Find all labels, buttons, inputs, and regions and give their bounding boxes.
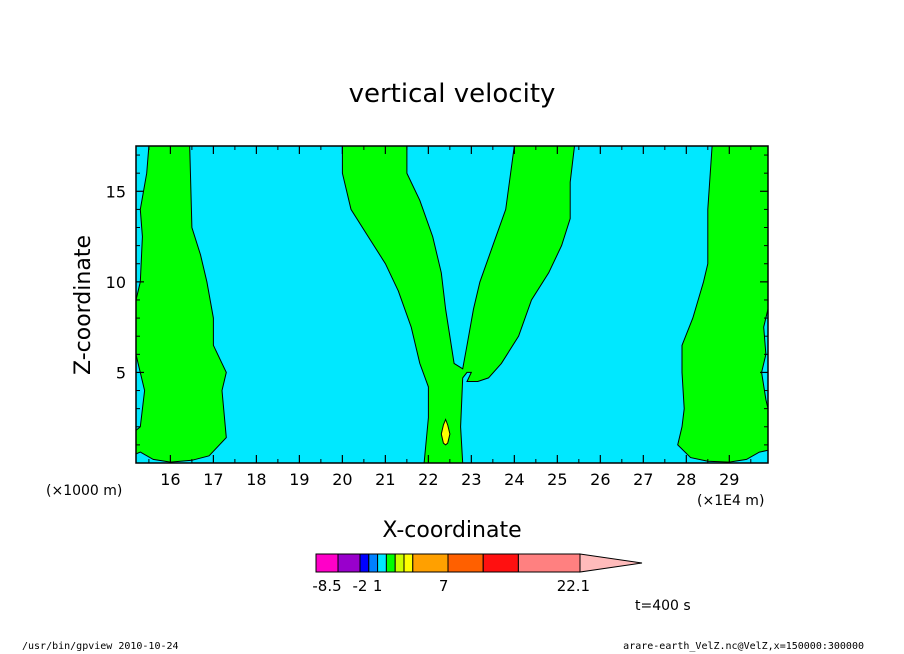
x-tick-label: 19	[289, 470, 309, 489]
contour-region-central-v	[341, 146, 576, 463]
colorbar-swatch	[403, 553, 414, 573]
y-axis-ticks: 5 10 15	[106, 154, 768, 446]
contour-region-left-plume	[136, 146, 227, 463]
y-axis-label: Z-coordinate	[71, 235, 96, 375]
colorbar-labels: -8.5 -2 1 7 22.1	[312, 577, 590, 595]
colorbar-swatch	[394, 553, 405, 573]
x-axis-label: X-coordinate	[382, 518, 521, 543]
x-tick-label: 27	[633, 470, 653, 489]
colorbar-swatch	[447, 553, 484, 573]
colorbar-label: -2	[353, 577, 368, 595]
plot-frame	[135, 145, 769, 464]
y-tick-label: 15	[106, 182, 126, 201]
colorbar-swatch	[482, 553, 519, 573]
contour-region-updraft-core	[440, 418, 451, 446]
x-unit-left: (×1000 m)	[46, 483, 122, 499]
x-unit-right: (×1E4 m)	[697, 493, 764, 509]
colorbar-swatch	[315, 553, 339, 573]
x-tick-label: 22	[418, 470, 438, 489]
colorbar-swatch	[368, 553, 379, 573]
footer-left: /usr/bin/gpview 2010-10-24	[22, 641, 179, 652]
colorbar-swatch	[337, 553, 361, 573]
y-tick-label: 5	[116, 363, 126, 382]
x-tick-label: 24	[504, 470, 524, 489]
colorbar-label: 22.1	[557, 577, 590, 595]
time-label: t=400 s	[635, 598, 691, 614]
colorbar-label: -8.5	[312, 577, 341, 595]
contour-region-right-plume	[677, 146, 768, 463]
colorbar-swatch	[359, 553, 370, 573]
x-tick-label: 26	[590, 470, 610, 489]
x-tick-label: 21	[375, 470, 395, 489]
colorbar-swatch	[412, 553, 449, 573]
x-tick-label: 20	[332, 470, 352, 489]
colorbar	[315, 553, 643, 573]
colorbar-swatch	[517, 553, 581, 573]
plot-area	[135, 145, 769, 464]
colorbar-arrow	[579, 553, 643, 573]
x-tick-label: 29	[719, 470, 739, 489]
x-tick-label: 16	[160, 470, 180, 489]
colorbar-swatch	[385, 553, 396, 573]
footer-right: arare-earth_VelZ.nc@VelZ,x=150000:300000	[623, 641, 864, 652]
x-tick-label: 23	[461, 470, 481, 489]
contour-region-left-edge-notch	[136, 354, 146, 432]
colorbar-label: 7	[439, 577, 449, 595]
x-tick-label: 18	[246, 470, 266, 489]
chart-title: vertical velocity	[349, 79, 556, 109]
contour-regions	[136, 146, 768, 463]
x-tick-label: 28	[676, 470, 696, 489]
colorbar-label: 1	[373, 577, 383, 595]
colorbar-swatch	[377, 553, 387, 573]
x-tick-label: 25	[547, 470, 567, 489]
x-axis-ticks: 16 17 18 19 20 21 22 23 24 25 26 27 28 29	[148, 146, 752, 489]
y-tick-label: 10	[106, 273, 126, 292]
x-tick-label: 17	[203, 470, 223, 489]
